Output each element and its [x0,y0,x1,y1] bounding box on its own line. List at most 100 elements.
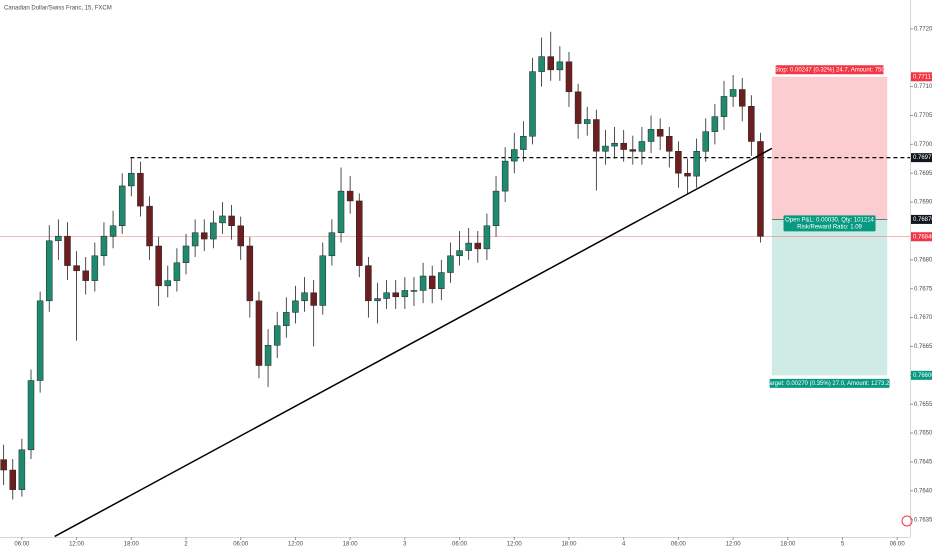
price-tag-label: 0.77117 [913,74,932,80]
candle-body [55,235,62,242]
candle-body [173,262,181,281]
candle-body [118,185,126,227]
candle-body [483,225,491,250]
candle-body [374,298,381,302]
candle-body [356,200,363,266]
candle-body [428,275,436,289]
candle-body [18,449,26,490]
target-label: Target: 0.00270 (0.35%) 27.0, Amount: 12… [766,381,893,387]
candle-body [656,129,664,137]
candle-body [675,151,682,174]
candle-body [91,255,99,281]
x-tick-label: 06:00 [452,542,468,548]
stop-zone [771,76,888,220]
candle-body [73,265,80,272]
candle-body [337,190,345,233]
x-tick-label: 06:00 [233,542,249,548]
candle-body [410,290,418,292]
candle-body [693,151,700,177]
candle-body [629,149,637,152]
candle-body [210,222,217,240]
candle-body [711,116,719,132]
candle-body [547,56,554,71]
candle-body [702,131,710,152]
x-tick-label: 06:00 [14,542,30,548]
stop-label-box [775,65,884,75]
x-tick-label: 4 [622,542,626,548]
candle-body [474,242,482,250]
candle-body [155,245,162,287]
candle-body [438,272,445,289]
candle-body [45,240,53,302]
price-tag [911,153,932,163]
candle-body [574,91,582,124]
candle-body [292,300,299,313]
candle-body [237,225,244,247]
candle-body [9,469,17,490]
price-tag-label: 0.76600 [913,373,932,379]
candle-body [538,56,545,72]
candle-body [465,242,472,251]
candle-body [109,225,117,237]
candle-body [319,255,327,306]
candle-body [447,255,454,273]
x-tick-label: 18:00 [780,542,796,548]
x-tick-label: 5 [841,542,845,548]
candle-body [100,235,108,257]
x-tick-label: 06:00 [671,542,687,548]
reset-icon[interactable] [901,515,913,527]
candle-body [182,245,190,263]
x-tick-label: 12:00 [288,542,304,548]
candle-body [638,141,646,152]
candle-body [255,300,263,366]
candle-body [720,96,728,117]
x-tick-label: 18:00 [124,542,140,548]
x-tick-label: 18:00 [561,542,577,548]
candle-body [602,145,609,152]
candle-body [501,160,509,192]
candle-body [228,215,235,227]
candle-body [757,141,764,237]
price-tag [911,232,932,242]
stop-label: Stop: 0.00247 (0.32%) 24.7, Amount: 750 [774,67,885,73]
candle-body [264,345,272,366]
candle-body [310,292,317,306]
candle-body [191,232,199,247]
candle-body [684,172,691,177]
candle-body [64,235,71,266]
candle-body [27,380,35,451]
candle-body [729,89,737,97]
candle-body [738,89,746,107]
candle-body [219,215,226,224]
candle-body [529,71,536,137]
candle-body [283,312,290,326]
pnl-box [783,215,876,232]
candle-body [620,142,627,150]
candle-body [666,136,673,152]
candle-body [492,190,500,227]
candle-body [647,129,655,142]
candle-body [383,292,390,299]
target-label-box [769,378,890,388]
ratio-label: Risk/Reward Ratio: 1.09 [797,224,862,230]
candle-body [128,172,135,187]
price-tag [911,214,932,224]
candle-body [520,136,527,150]
candle-body [593,119,600,152]
